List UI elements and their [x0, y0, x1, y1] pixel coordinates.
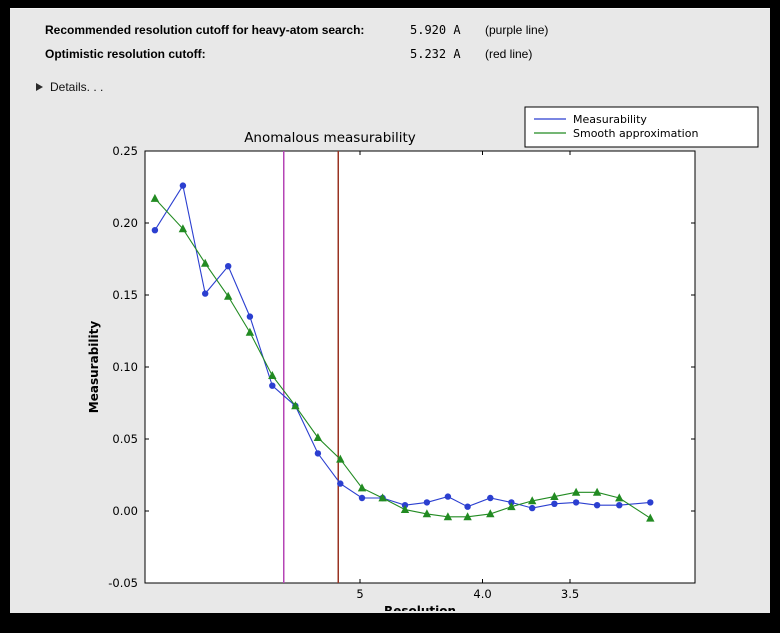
optimistic-cutoff-note: (red line) — [485, 47, 533, 61]
optimistic-cutoff-row: Optimistic resolution cutoff: 5.232 A (r… — [45, 47, 755, 63]
optimistic-cutoff-value: 5.232 A — [410, 47, 461, 61]
marker-triangle — [201, 258, 210, 267]
marker-triangle — [592, 487, 602, 496]
marker-triangle — [615, 493, 624, 502]
marker-triangle — [357, 483, 367, 492]
marker-circle — [151, 227, 159, 234]
marker-circle — [269, 382, 276, 389]
marker-circle — [423, 499, 431, 506]
marker-circle — [246, 313, 254, 320]
x-axis-label: Resolution — [384, 604, 456, 611]
marker-circle — [551, 500, 558, 507]
marker-triangle — [507, 502, 516, 511]
marker-triangle — [400, 505, 410, 513]
marker-circle — [647, 499, 654, 506]
marker-circle — [529, 504, 536, 512]
marker-circle — [572, 499, 580, 506]
y-tick-label: 0.00 — [112, 504, 138, 518]
marker-circle — [179, 182, 187, 189]
legend-box — [524, 106, 759, 148]
y-axis-label: Measurability — [87, 321, 101, 414]
marker-circle — [444, 493, 452, 500]
optimistic-cutoff-label: Optimistic resolution cutoff: — [45, 47, 206, 61]
plot-area — [144, 150, 696, 584]
marker-triangle — [463, 512, 472, 521]
marker-triangle — [268, 371, 277, 379]
y-tick-label: -0.05 — [108, 576, 138, 590]
marker-triangle — [422, 509, 432, 518]
y-tick-label: 0.05 — [112, 432, 138, 446]
marker-triangle — [378, 493, 387, 502]
marker-triangle — [550, 492, 559, 500]
recommended-cutoff-label: Recommended resolution cutoff for heavy-… — [45, 23, 365, 37]
marker-triangle — [150, 193, 160, 202]
marker-circle — [487, 494, 494, 502]
y-tick-label: 0.10 — [112, 360, 138, 374]
disclosure-triangle-icon — [36, 83, 43, 91]
marker-triangle — [224, 291, 233, 300]
marker-circle — [337, 480, 344, 487]
marker-circle — [202, 290, 209, 297]
marker-triangle — [443, 512, 453, 521]
y-tick-label: 0.15 — [112, 288, 138, 302]
xtriage-anomalous-panel: Recommended resolution cutoff for heavy-… — [10, 8, 770, 613]
marker-circle — [593, 502, 601, 509]
x-tick-label: 4.0 — [473, 587, 491, 601]
recommended-cutoff-value: 5.920 A — [410, 23, 461, 37]
marker-circle — [358, 494, 366, 502]
x-tick-label: 5 — [356, 587, 363, 601]
marker-triangle — [245, 327, 255, 336]
marker-triangle — [291, 401, 300, 410]
x-tick-label: 3.5 — [561, 587, 579, 601]
marker-circle — [225, 263, 232, 270]
marker-circle — [464, 503, 471, 510]
legend-label: Smooth approximation — [573, 127, 698, 140]
details-label: Details. . . — [50, 80, 104, 94]
marker-triangle — [336, 454, 345, 463]
recommended-cutoff-note: (purple line) — [485, 23, 549, 37]
marker-triangle — [571, 487, 581, 496]
marker-triangle — [486, 509, 495, 518]
legend-label: Measurability — [573, 113, 647, 126]
y-tick-label: 0.20 — [112, 216, 138, 230]
marker-triangle — [313, 433, 323, 441]
marker-circle — [616, 502, 623, 509]
marker-circle — [314, 450, 322, 457]
marker-triangle — [528, 496, 537, 505]
recommended-cutoff-row: Recommended resolution cutoff for heavy-… — [45, 23, 755, 39]
y-tick-label: 0.25 — [112, 144, 138, 158]
details-toggle[interactable]: Details. . . — [36, 79, 103, 95]
chart-title: Anomalous measurability — [244, 130, 416, 146]
anomalous-measurability-chart: 5 4.0 3.5 0.25 0.20 0.15 0.10 0.05 0.00 -0.05 Anom… — [87, 106, 759, 611]
marker-triangle — [646, 513, 655, 522]
marker-triangle — [178, 224, 188, 233]
